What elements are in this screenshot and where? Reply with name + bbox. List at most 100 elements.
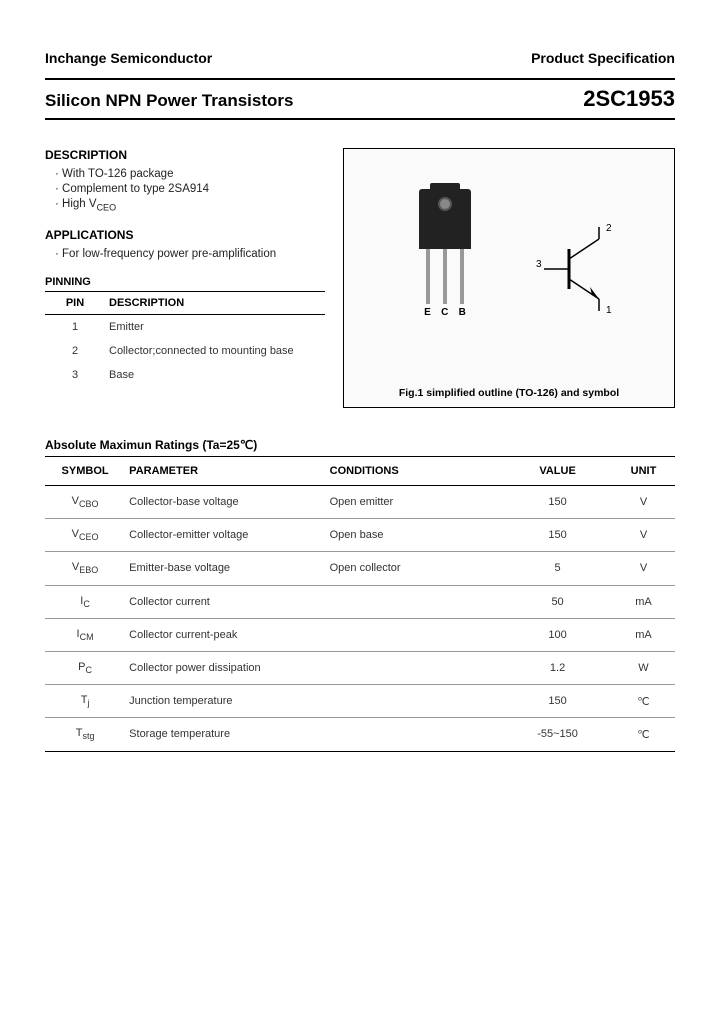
rating-param: Collector power dissipation [125, 651, 325, 684]
rating-unit: V [612, 486, 675, 519]
rating-symbol: ICM [45, 618, 125, 651]
figure-box: E C B 2 3 1 Fig.1 simplified outline (TO… [343, 148, 675, 408]
ratings-col-head: VALUE [503, 457, 612, 486]
table-row: PC Collector power dissipation 1.2 W [45, 651, 675, 684]
package-body [419, 189, 471, 249]
lead-icon [460, 249, 464, 304]
rating-param: Collector-base voltage [125, 486, 325, 519]
pin-num: 2 [45, 339, 105, 363]
rating-unit: ℃ [612, 685, 675, 718]
desc-item: With TO-126 package [55, 168, 325, 180]
ratings-table: SYMBOL PARAMETER CONDITIONS VALUE UNIT V… [45, 456, 675, 752]
rating-cond [326, 618, 504, 651]
rating-cond: Open collector [326, 552, 504, 585]
table-row: 2Collector;connected to mounting base [45, 339, 325, 363]
desc-item: High VCEO [55, 198, 325, 212]
left-column: DESCRIPTION With TO-126 package Compleme… [45, 148, 325, 408]
lead-label: B [459, 307, 466, 318]
lead-icon [426, 249, 430, 304]
rating-cond [326, 685, 504, 718]
rating-symbol: VCBO [45, 486, 125, 519]
lead-label: E [424, 307, 431, 318]
rating-param: Collector-emitter voltage [125, 519, 325, 552]
rating-param: Collector current-peak [125, 618, 325, 651]
rating-unit: ℃ [612, 718, 675, 751]
table-row: Tstg Storage temperature -55~150 ℃ [45, 718, 675, 751]
pinning-heading: PINNING [45, 276, 325, 292]
ratings-heading: Absolute Maximun Ratings (Ta=25℃) [45, 438, 675, 452]
table-row: VCEO Collector-emitter voltage Open base… [45, 519, 675, 552]
rating-param: Junction temperature [125, 685, 325, 718]
pin-desc: Collector;connected to mounting base [105, 339, 325, 363]
pin-col-head: PIN [45, 292, 105, 315]
lead-labels: E C B [419, 307, 471, 318]
table-row: VEBO Emitter-base voltage Open collector… [45, 552, 675, 585]
rating-unit: V [612, 552, 675, 585]
rating-symbol: Tstg [45, 718, 125, 751]
right-column: E C B 2 3 1 Fig.1 simplified outline (TO… [343, 148, 675, 408]
ratings-col-head: UNIT [612, 457, 675, 486]
lead-icon [443, 249, 447, 304]
symbol-pin-e: 1 [606, 305, 612, 316]
ratings-col-head: PARAMETER [125, 457, 325, 486]
figure-caption: Fig.1 simplified outline (TO-126) and sy… [344, 387, 674, 399]
rating-cond [326, 585, 504, 618]
rating-cond: Open base [326, 519, 504, 552]
pin-num: 3 [45, 363, 105, 387]
pinning-table: PIN DESCRIPTION 1Emitter2Collector;conne… [45, 292, 325, 387]
rating-value: 1.2 [503, 651, 612, 684]
rating-cond [326, 718, 504, 751]
title-row: Silicon NPN Power Transistors 2SC1953 [45, 78, 675, 120]
transistor-symbol-icon: 2 3 1 [534, 219, 634, 319]
rating-symbol: IC [45, 585, 125, 618]
pin-desc: Emitter [105, 315, 325, 340]
table-row: 1Emitter [45, 315, 325, 340]
rating-unit: mA [612, 618, 675, 651]
package-outline: E C B [419, 189, 471, 249]
upper-content: DESCRIPTION With TO-126 package Compleme… [45, 148, 675, 408]
company-name: Inchange Semiconductor [45, 50, 212, 66]
rating-cond [326, 651, 504, 684]
table-row: ICM Collector current-peak 100 mA [45, 618, 675, 651]
rating-value: 150 [503, 519, 612, 552]
rating-param: Emitter-base voltage [125, 552, 325, 585]
description-heading: DESCRIPTION [45, 148, 325, 162]
package-leads [419, 249, 471, 304]
applications-heading: APPLICATIONS [45, 228, 325, 242]
rating-symbol: VEBO [45, 552, 125, 585]
lead-label: C [441, 307, 448, 318]
mounting-hole-icon [438, 197, 452, 211]
rating-param: Collector current [125, 585, 325, 618]
app-item: For low-frequency power pre-amplificatio… [55, 248, 325, 260]
rating-value: -55~150 [503, 718, 612, 751]
rating-symbol: Tj [45, 685, 125, 718]
rating-param: Storage temperature [125, 718, 325, 751]
table-row: VCBO Collector-base voltage Open emitter… [45, 486, 675, 519]
pin-col-head: DESCRIPTION [105, 292, 325, 315]
table-row: IC Collector current 50 mA [45, 585, 675, 618]
page-title: Silicon NPN Power Transistors [45, 91, 293, 111]
pin-num: 1 [45, 315, 105, 340]
rating-symbol: VCEO [45, 519, 125, 552]
rating-value: 100 [503, 618, 612, 651]
symbol-pin-b: 3 [536, 259, 542, 270]
pin-desc: Base [105, 363, 325, 387]
symbol-pin-c: 2 [606, 223, 612, 234]
applications-list: For low-frequency power pre-amplificatio… [55, 248, 325, 260]
part-number: 2SC1953 [583, 86, 675, 112]
ratings-col-head: SYMBOL [45, 457, 125, 486]
table-row: 3Base [45, 363, 325, 387]
description-list: With TO-126 package Complement to type 2… [55, 168, 325, 212]
rating-symbol: PC [45, 651, 125, 684]
rating-unit: mA [612, 585, 675, 618]
rating-value: 150 [503, 486, 612, 519]
rating-value: 5 [503, 552, 612, 585]
table-row: Tj Junction temperature 150 ℃ [45, 685, 675, 718]
ratings-col-head: CONDITIONS [326, 457, 504, 486]
rating-cond: Open emitter [326, 486, 504, 519]
header-row: Inchange Semiconductor Product Specifica… [45, 50, 675, 66]
rating-value: 150 [503, 685, 612, 718]
doc-type: Product Specification [531, 50, 675, 66]
rating-unit: V [612, 519, 675, 552]
rating-value: 50 [503, 585, 612, 618]
